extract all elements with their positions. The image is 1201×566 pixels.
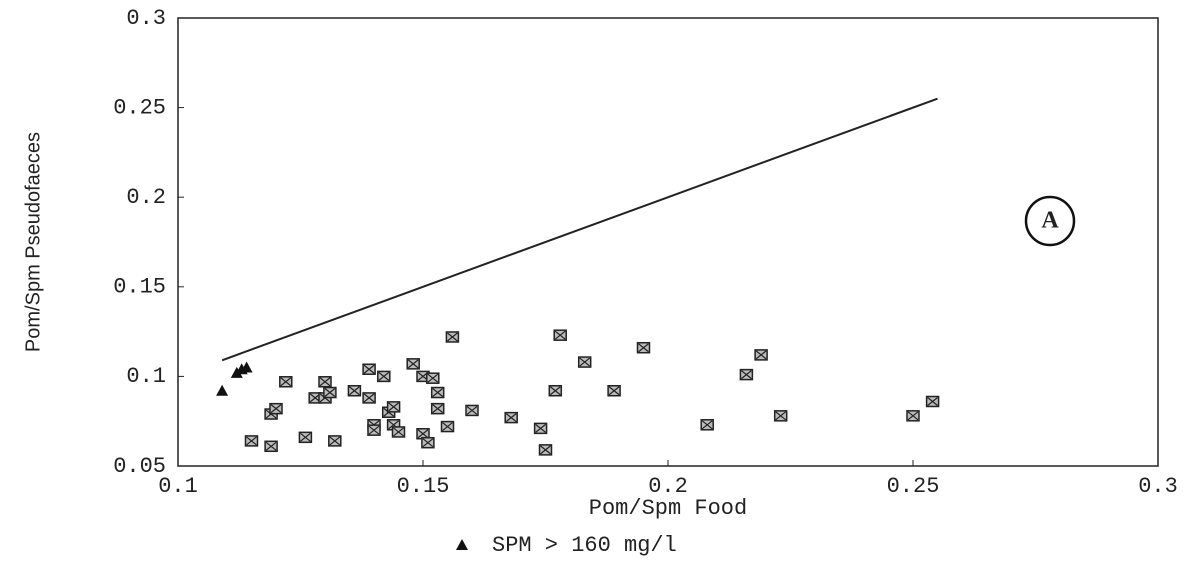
square-point: [318, 376, 332, 388]
square-part: [927, 397, 938, 406]
square-part: [246, 436, 257, 446]
annotation: A: [1041, 208, 1059, 234]
reference-line: [221, 97, 938, 362]
square-point: [553, 329, 567, 341]
square-part: [432, 388, 444, 397]
square-part: [422, 438, 434, 448]
y-tick-label: 0.15: [113, 275, 166, 300]
y-tick-label: 0.2: [126, 185, 166, 210]
square-point: [269, 402, 283, 415]
square-point: [377, 370, 391, 383]
square-point: [636, 341, 651, 354]
square-point: [298, 431, 313, 444]
square-point: [328, 435, 342, 447]
square-point: [700, 419, 714, 431]
square-part: [388, 402, 399, 412]
square-part: [363, 364, 375, 374]
y-axis-label: Pom/Spm Pseudofaeces: [22, 132, 44, 352]
square-part: [535, 423, 546, 433]
square-point: [906, 410, 920, 422]
square-part: [447, 332, 458, 342]
square-point: [362, 363, 376, 375]
square-point: [607, 384, 621, 397]
x-tick-label: 0.15: [397, 474, 450, 499]
square-part: [349, 386, 360, 396]
x-tick-label: 0.2: [648, 474, 688, 499]
square-point: [538, 444, 553, 456]
square-part: [755, 350, 767, 360]
triangle-point: [216, 384, 229, 396]
square-part: [319, 377, 331, 387]
square-point: [925, 395, 940, 408]
square-part: [638, 343, 649, 353]
square-point: [406, 358, 420, 370]
square-part: [608, 386, 620, 396]
square-part: [427, 373, 439, 383]
square-point: [347, 384, 362, 397]
square-part: [378, 371, 390, 381]
square-part: [505, 413, 517, 423]
x-tick-label: 0.3: [1138, 474, 1178, 499]
square-point: [504, 411, 518, 424]
square-point: [548, 384, 563, 397]
x-axis-label: Pom/Spm Food: [589, 496, 747, 521]
square-part: [368, 425, 380, 435]
square-part: [741, 370, 752, 380]
square-part: [466, 405, 478, 415]
square-part: [540, 445, 551, 455]
square-part: [324, 388, 336, 397]
square-part: [701, 420, 713, 430]
square-point: [430, 402, 445, 415]
square-part: [329, 436, 341, 446]
square-point: [279, 376, 293, 388]
square-point: [426, 372, 440, 384]
square-point: [445, 331, 460, 343]
x-tick-label: 0.25: [887, 474, 940, 499]
square-part: [270, 404, 282, 414]
square-point: [391, 426, 406, 438]
square-part: [549, 386, 561, 396]
square-part: [407, 359, 419, 369]
legend-label: SPM > 160 mg/l: [492, 533, 677, 558]
square-point: [386, 401, 401, 413]
y-tick-label: 0.3: [126, 6, 166, 31]
square-point: [367, 424, 381, 436]
square-point: [244, 435, 259, 447]
square-point: [533, 422, 548, 435]
y-tick-label: 0.05: [113, 454, 166, 479]
square-part: [280, 377, 292, 387]
square-part: [265, 441, 277, 451]
y-tick-label: 0.1: [126, 364, 166, 389]
square-point: [773, 410, 788, 422]
x-tick-label: 0.1: [158, 474, 198, 499]
square-point: [264, 440, 278, 453]
square-part: [417, 429, 429, 439]
square-part: [363, 393, 375, 403]
square-point: [430, 386, 445, 399]
square-point: [323, 386, 337, 399]
square-point: [754, 349, 768, 361]
square-part: [432, 404, 444, 414]
square-point: [739, 368, 754, 381]
square-point: [362, 392, 376, 404]
square-part: [442, 422, 453, 432]
y-tick-label: 0.25: [113, 95, 166, 120]
square-point: [465, 404, 479, 417]
triangle-point: [240, 361, 253, 373]
square-point: [421, 436, 435, 449]
triangle-point: [456, 539, 468, 550]
square-part: [393, 427, 404, 437]
square-part: [300, 432, 311, 442]
square-point: [577, 356, 592, 368]
square-point: [440, 420, 455, 433]
square-part: [775, 411, 787, 421]
square-part: [907, 411, 919, 421]
square-part: [554, 330, 566, 340]
square-part: [579, 357, 591, 367]
annotation-circle: [1024, 195, 1076, 247]
